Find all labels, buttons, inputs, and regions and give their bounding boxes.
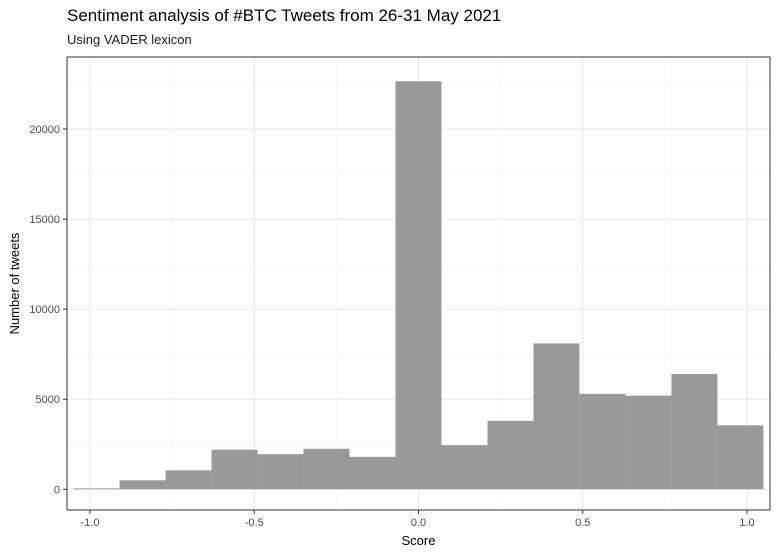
y-tick-label: 5000 — [36, 394, 60, 406]
y-tick-label: 15000 — [29, 214, 60, 226]
x-tick-label: -0.5 — [245, 517, 264, 529]
histogram-bar — [349, 456, 396, 490]
chart-title: Sentiment analysis of #BTC Tweets from 2… — [67, 6, 502, 25]
histogram-bar — [487, 420, 534, 490]
chart-subtitle: Using VADER lexicon — [67, 32, 192, 47]
x-tick-label: 0.0 — [411, 517, 426, 529]
x-axis-title: Score — [402, 533, 436, 548]
histogram-bar — [303, 448, 350, 490]
histogram-bar — [579, 393, 626, 490]
histogram-bar — [211, 449, 258, 490]
histogram-bar — [625, 395, 672, 490]
histogram-bars — [73, 81, 764, 490]
x-tick-label: 0.5 — [575, 517, 590, 529]
histogram-bar — [441, 445, 488, 490]
axis-ticks: -1.0 -0.5 0.0 0.5 1.0 0 5000 10000 15000 20000 — [29, 124, 754, 529]
x-tick-label: 1.0 — [739, 517, 754, 529]
histogram-bar — [671, 374, 718, 490]
y-tick-label: 10000 — [29, 304, 60, 316]
histogram-bar — [533, 343, 580, 490]
x-tick-label: -1.0 — [81, 517, 100, 529]
histogram-bar — [119, 480, 166, 490]
histogram-bar — [717, 425, 764, 490]
histogram-bar — [165, 470, 212, 490]
y-tick-label: 20000 — [29, 124, 60, 136]
y-tick-label: 0 — [54, 484, 60, 496]
histogram-bar — [395, 81, 442, 490]
y-axis-title: Number of tweets — [7, 232, 22, 334]
histogram-bar — [73, 488, 120, 490]
histogram-bar — [257, 454, 304, 490]
